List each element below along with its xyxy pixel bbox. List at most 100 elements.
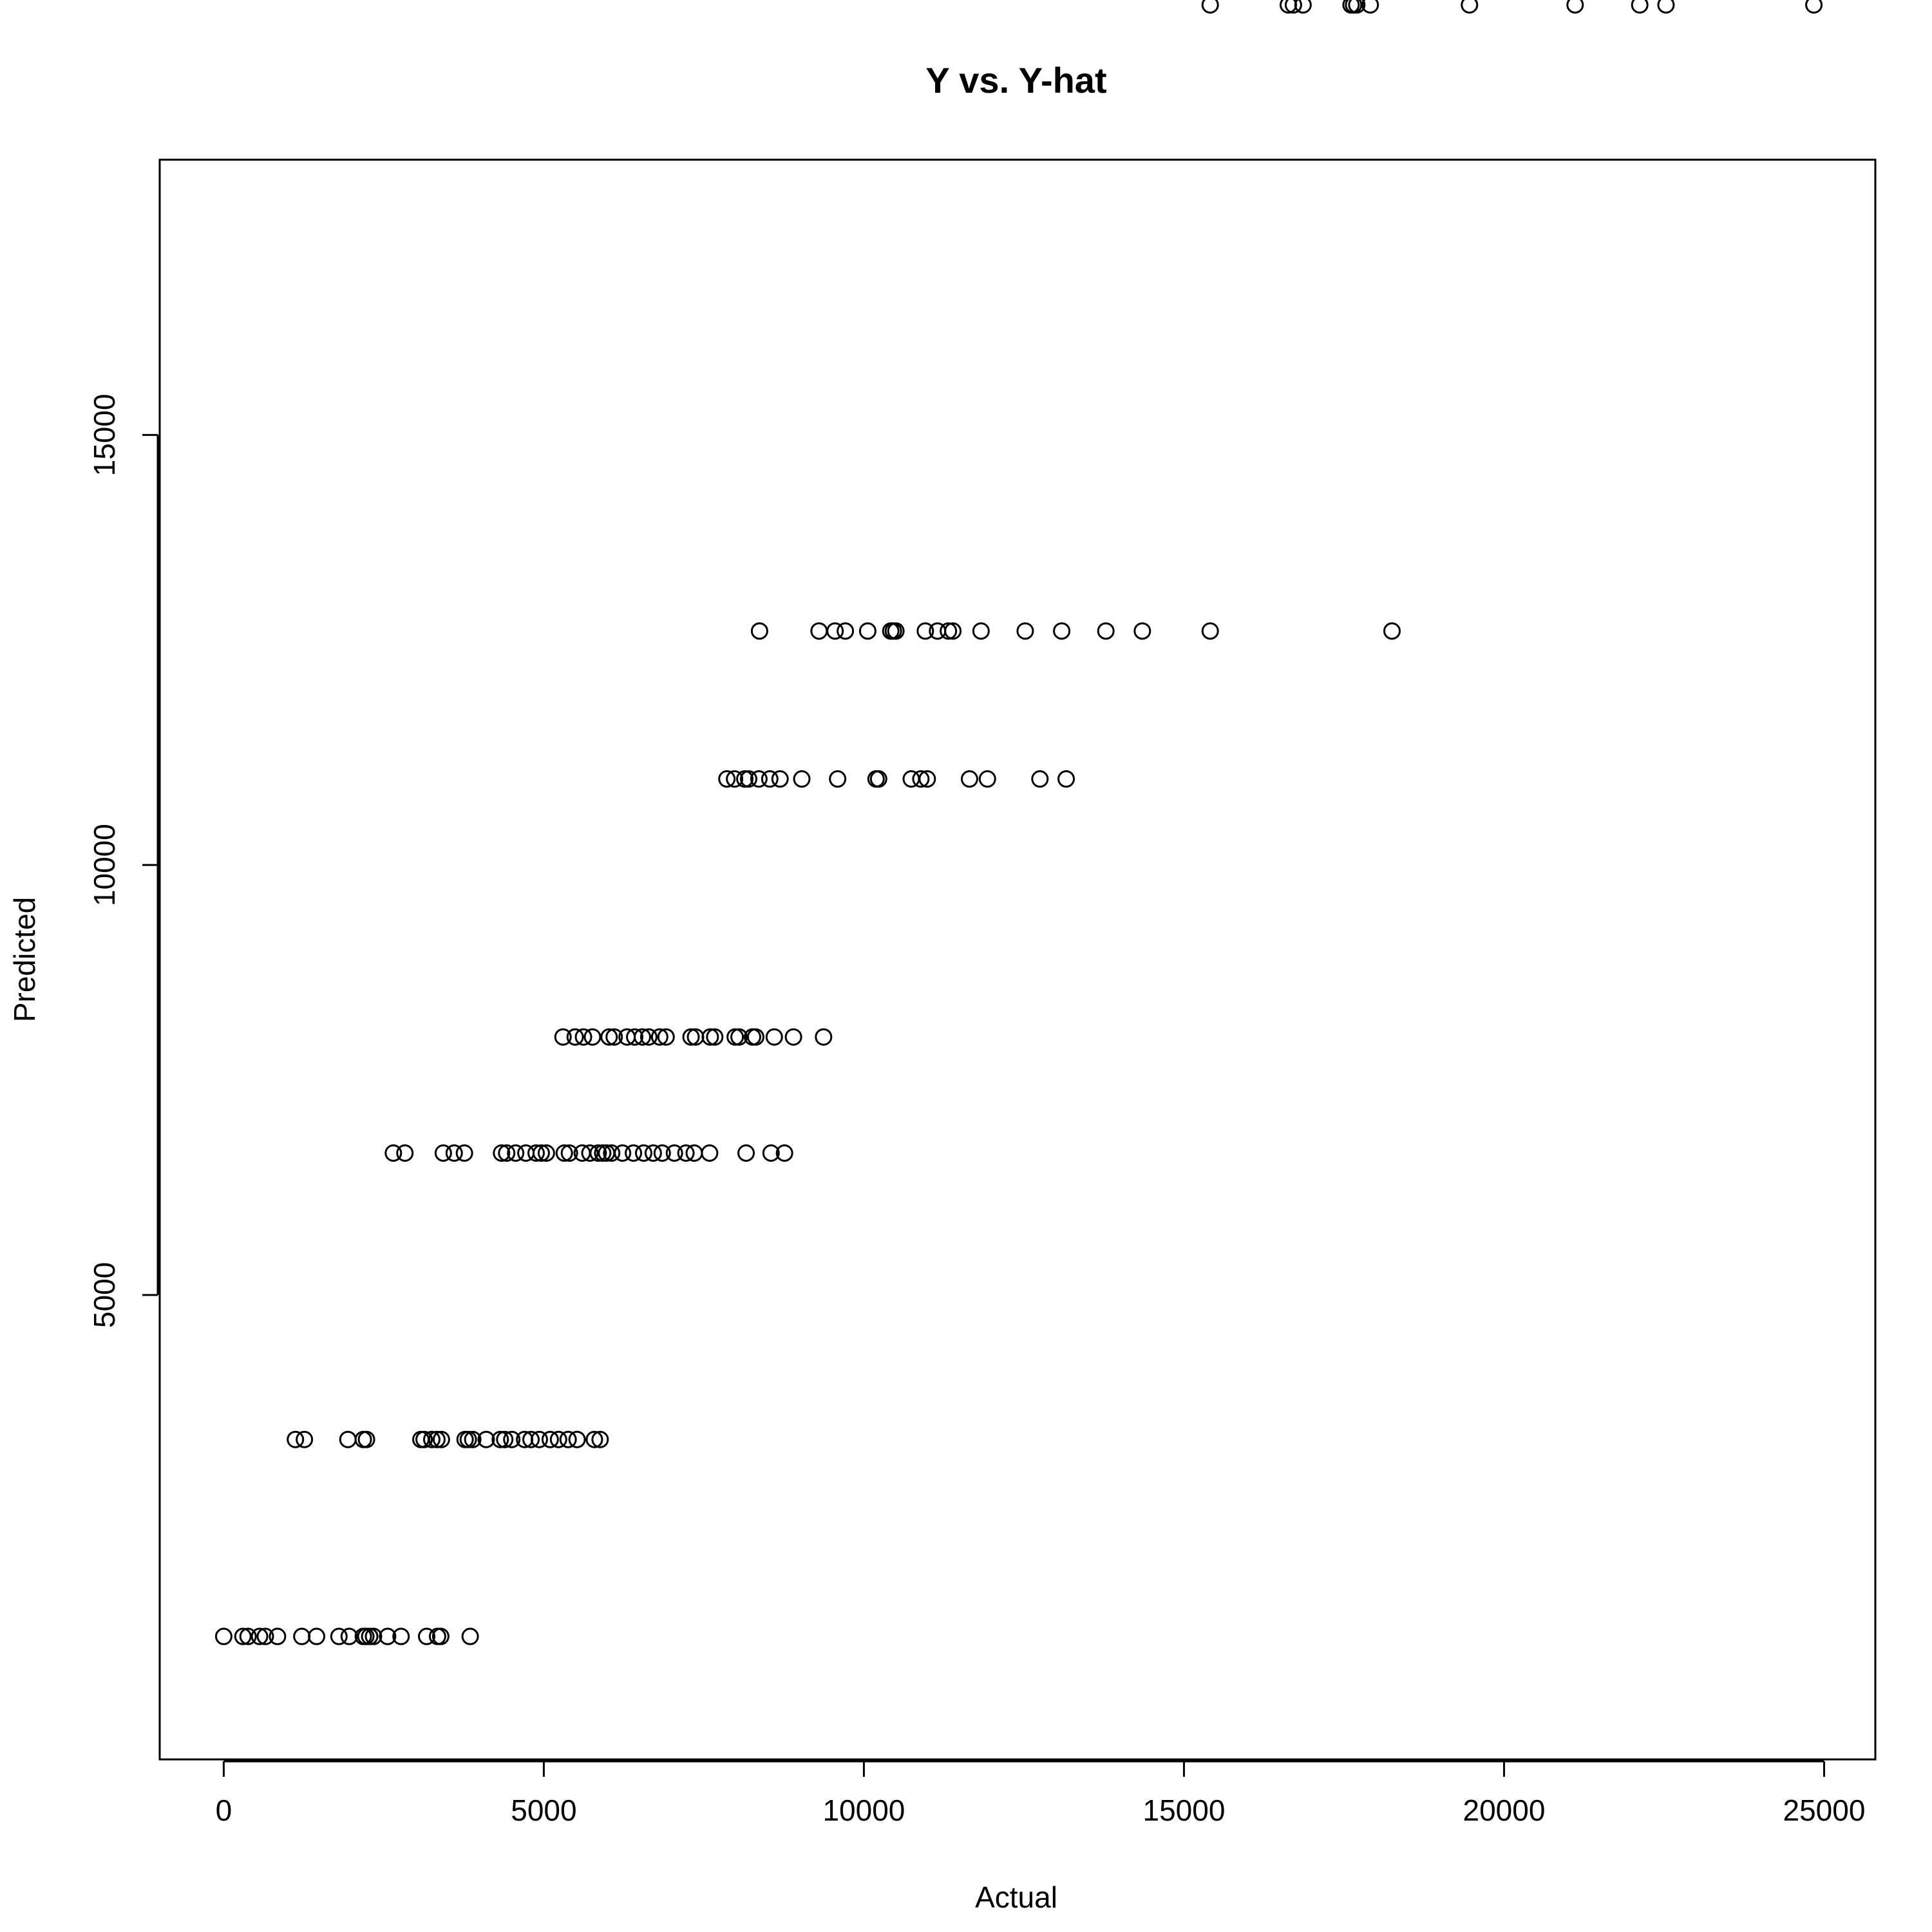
- data-point: [815, 1028, 833, 1046]
- data-point: [379, 1627, 397, 1645]
- data-point: [657, 1028, 675, 1046]
- data-point: [566, 1028, 584, 1046]
- data-point: [1053, 622, 1071, 640]
- data-point: [583, 1028, 601, 1046]
- data-point: [1566, 0, 1584, 14]
- data-point: [858, 622, 876, 640]
- data-point: [459, 1430, 477, 1448]
- data-point: [293, 1627, 311, 1645]
- data-point: [1631, 0, 1649, 14]
- data-point: [665, 1144, 683, 1162]
- data-point: [837, 622, 855, 640]
- data-point: [960, 770, 978, 788]
- data-point: [625, 1144, 643, 1162]
- data-point: [431, 1627, 450, 1645]
- data-point: [869, 770, 887, 788]
- data-point: [554, 1028, 572, 1046]
- data-point: [269, 1627, 287, 1645]
- data-point: [392, 1627, 410, 1645]
- data-point: [496, 1430, 514, 1448]
- y-tick-label: 10000: [88, 824, 121, 906]
- data-point: [730, 1028, 748, 1046]
- x-tick-label: 0: [216, 1794, 232, 1827]
- data-point: [287, 1430, 305, 1448]
- data-point: [541, 1430, 559, 1448]
- data-point: [418, 1627, 436, 1645]
- data-point: [503, 1430, 521, 1448]
- plot-frame: [158, 158, 1877, 1761]
- data-point: [765, 1028, 783, 1046]
- data-point: [330, 1627, 348, 1645]
- data-point: [555, 1144, 573, 1162]
- x-tick-label: 25000: [1783, 1794, 1866, 1827]
- data-point: [1133, 622, 1151, 640]
- data-point: [445, 1144, 463, 1162]
- y-tick-label: 5000: [88, 1262, 121, 1328]
- data-point: [532, 1144, 550, 1162]
- data-point: [762, 1144, 780, 1162]
- data-point: [644, 1144, 662, 1162]
- data-point: [771, 770, 789, 788]
- data-point: [296, 1430, 314, 1448]
- data-point: [581, 1144, 599, 1162]
- data-point: [591, 1430, 609, 1448]
- data-point: [1201, 0, 1219, 14]
- data-point: [234, 1627, 252, 1645]
- data-point: [527, 1144, 545, 1162]
- data-point: [1294, 0, 1312, 14]
- data-point: [507, 1144, 525, 1162]
- data-point: [522, 1430, 540, 1448]
- data-point: [605, 1028, 623, 1046]
- data-point: [339, 1430, 357, 1448]
- x-axis: 0 5000 10000 15000 20000 25000: [216, 1760, 1866, 1827]
- data-point: [653, 1144, 671, 1162]
- data-point: [826, 622, 844, 640]
- data-point: [746, 1028, 764, 1046]
- data-point: [701, 1028, 719, 1046]
- x-tick-label: 10000: [822, 1794, 905, 1827]
- data-point: [706, 1028, 724, 1046]
- data-point: [1348, 0, 1366, 14]
- data-point: [701, 1144, 719, 1162]
- data-point: [639, 1028, 658, 1046]
- x-tick-label: 20000: [1463, 1794, 1546, 1827]
- data-point: [422, 1430, 440, 1448]
- data-point: [750, 770, 768, 788]
- data-point: [549, 1430, 567, 1448]
- data-point: [750, 622, 768, 640]
- y-tick-label: 15000: [88, 393, 121, 476]
- data-point: [940, 622, 958, 640]
- data-point: [384, 1144, 402, 1162]
- data-point: [239, 1627, 257, 1645]
- data-point: [589, 1144, 607, 1162]
- data-point: [737, 1144, 755, 1162]
- data-point: [256, 1627, 274, 1645]
- data-point: [810, 622, 828, 640]
- data-point: [718, 770, 736, 788]
- data-point: [530, 1430, 548, 1448]
- data-point: [428, 1430, 446, 1448]
- data-point: [944, 622, 962, 640]
- data-point: [793, 770, 811, 788]
- data-point: [775, 1144, 793, 1162]
- data-point: [1284, 0, 1302, 14]
- data-point: [784, 1028, 802, 1046]
- data-point: [491, 1430, 509, 1448]
- data-point: [912, 770, 930, 788]
- data-point: [740, 770, 758, 788]
- data-point: [726, 1028, 744, 1046]
- data-point: [978, 770, 996, 788]
- data-point: [560, 1144, 578, 1162]
- data-point: [972, 622, 990, 640]
- data-point: [1031, 770, 1049, 788]
- y-axis-label: Predicted: [8, 897, 41, 1022]
- data-point: [432, 1430, 450, 1448]
- data-point: [493, 1144, 511, 1162]
- data-point: [455, 1144, 473, 1162]
- data-point: [918, 770, 936, 788]
- data-point: [365, 1627, 383, 1645]
- data-point: [726, 770, 744, 788]
- data-point: [434, 1144, 452, 1162]
- data-point: [1461, 0, 1479, 14]
